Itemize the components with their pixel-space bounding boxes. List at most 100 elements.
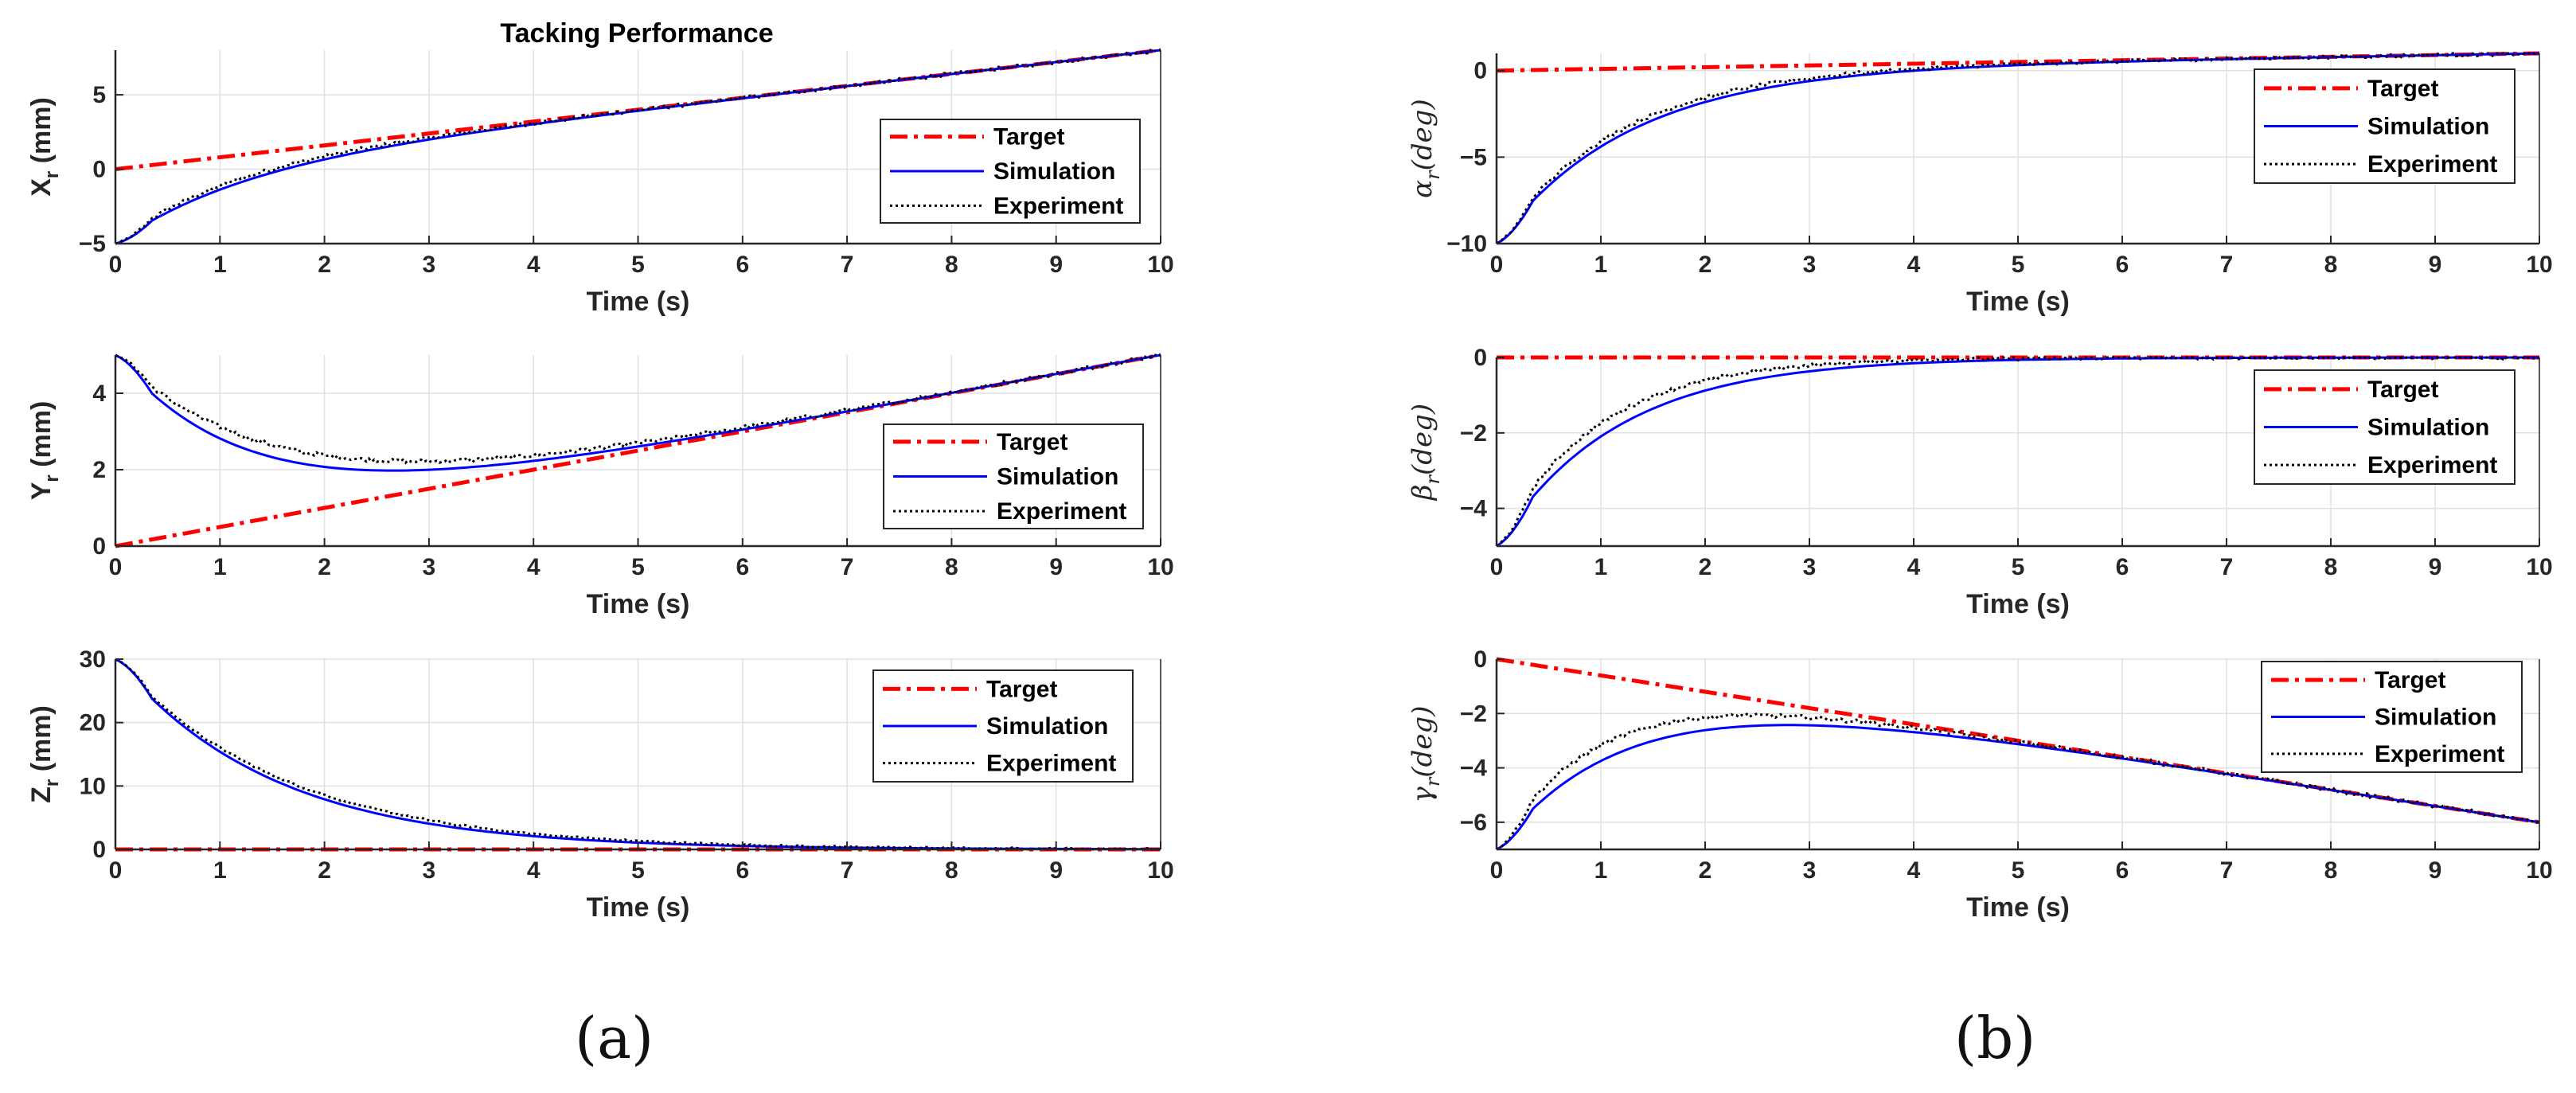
x-tick-label: 4 (527, 554, 541, 580)
x-tick-label: 5 (2012, 554, 2025, 580)
legend-label-simulation: Simulation (2367, 114, 2489, 140)
x-tick-label: 6 (736, 857, 749, 884)
legend: Target Simulation Experiment (2254, 369, 2516, 485)
series-experiment-line (115, 48, 1161, 245)
legend-label-target: Target (2375, 667, 2445, 693)
y-tick-label: 30 (80, 646, 106, 673)
series-simulation-line (1496, 724, 2540, 851)
series-target-line (1496, 657, 2540, 825)
panel-label-b: (b) (1954, 1005, 2036, 1072)
y-axis-label: αr(deg) (1407, 99, 1444, 198)
y-tick-label: −2 (1460, 420, 1487, 447)
x-tick-label: 6 (2116, 554, 2129, 580)
legend-label-experiment: Experiment (2375, 741, 2504, 767)
chart-a-2: 0 1 2 3 4 5 6 7 8 9 10 0 2 4 Time (s) Yr (mm) Target Simu… (26, 353, 1174, 619)
x-tick-label: 7 (841, 252, 854, 278)
series-experiment-line (1496, 52, 2540, 245)
legend-label-experiment: Experiment (986, 751, 1116, 777)
x-tick-label: 9 (2429, 252, 2442, 278)
legend-label-target: Target (997, 429, 1067, 455)
y-tick-label: 0 (1473, 58, 1487, 84)
x-tick-label: 2 (1699, 554, 1712, 580)
y-tick-label: −6 (1460, 810, 1487, 836)
x-tick-label: 8 (2324, 252, 2338, 278)
y-axis-label: γr(deg) (1407, 706, 1444, 803)
x-tick-label: 0 (109, 252, 123, 278)
x-tick-label: 6 (736, 252, 749, 278)
chart-a-3: 0 1 2 3 4 5 6 7 8 9 10 0 10 20 30 Time (s) Zr (mm) Target… (26, 646, 1174, 923)
x-axis-label: Time (s) (587, 589, 690, 619)
x-tick-label: 4 (527, 857, 541, 884)
y-tick-label: 4 (92, 381, 106, 407)
x-tick-label: 4 (1907, 252, 1921, 278)
legend-label-experiment: Experiment (997, 498, 1126, 525)
x-tick-label: 1 (1594, 857, 1608, 884)
x-tick-label: 5 (631, 252, 645, 278)
x-tick-label: 9 (2429, 554, 2442, 580)
x-tick-label: 0 (1490, 252, 1504, 278)
legend: Target Simulation Experiment (880, 119, 1141, 224)
x-tick-label: 6 (2116, 252, 2129, 278)
x-tick-label: 2 (318, 554, 331, 580)
x-tick-label: 10 (1147, 252, 1173, 278)
x-tick-label: 10 (2526, 252, 2552, 278)
legend-label-simulation: Simulation (997, 464, 1118, 490)
x-tick-label: 0 (1490, 554, 1504, 580)
legend-label-simulation: Simulation (2367, 415, 2489, 441)
y-tick-label: 0 (92, 837, 106, 863)
y-tick-label: 0 (92, 533, 106, 560)
x-tick-label: 0 (1490, 857, 1504, 884)
x-tick-label: 2 (1699, 252, 1712, 278)
legend-label-simulation: Simulation (2375, 705, 2496, 731)
x-tick-label: 6 (736, 554, 749, 580)
x-tick-label: 3 (1803, 252, 1817, 278)
x-tick-label: 1 (1594, 554, 1608, 580)
x-tick-label: 0 (109, 857, 123, 884)
x-tick-label: 1 (213, 857, 227, 884)
legend-label-target: Target (2367, 76, 2438, 102)
y-tick-label: −4 (1460, 755, 1488, 782)
legend: Target Simulation Experiment (2261, 661, 2523, 773)
x-tick-label: 2 (318, 857, 331, 884)
x-tick-label: 2 (1699, 857, 1712, 884)
y-tick-label: −10 (1446, 231, 1487, 257)
x-tick-label: 8 (945, 857, 958, 884)
x-axis-label: Time (s) (587, 892, 690, 923)
legend: Target Simulation Experiment (872, 669, 1134, 783)
y-tick-label: −4 (1460, 496, 1488, 522)
x-tick-label: 9 (1049, 554, 1063, 580)
y-tick-label: 0 (92, 157, 106, 183)
x-tick-label: 1 (1594, 252, 1608, 278)
series-target-line (115, 353, 1161, 548)
x-tick-label: 3 (1803, 857, 1817, 884)
x-axis-label: Time (s) (1966, 287, 2070, 317)
chart-b-3: 0 1 2 3 4 5 6 7 8 9 10 −6 −4 −2 0 Time (s) γr(deg) Target… (1407, 646, 2553, 923)
x-tick-label: 5 (631, 857, 645, 884)
x-tick-label: 3 (423, 252, 436, 278)
series-experiment-line (1496, 356, 2540, 548)
y-axis-label: Xr (mm) (26, 97, 63, 197)
legend-label-experiment: Experiment (2367, 151, 2497, 178)
x-tick-label: 9 (1049, 252, 1063, 278)
y-tick-label: 0 (1473, 345, 1487, 371)
legend-label-target: Target (986, 676, 1057, 702)
legend-label-target: Target (993, 124, 1064, 150)
x-tick-label: 10 (2526, 857, 2552, 884)
y-axis-label: βr(deg) (1407, 404, 1444, 502)
x-tick-label: 9 (1049, 857, 1063, 884)
panel-label-a: (a) (575, 1005, 654, 1072)
x-axis-label: Time (s) (1966, 892, 2070, 923)
x-tick-label: 1 (213, 554, 227, 580)
x-tick-label: 10 (2526, 554, 2552, 580)
x-tick-label: 7 (841, 857, 854, 884)
x-axis-label: Time (s) (587, 287, 690, 317)
y-tick-label: 0 (1473, 646, 1487, 673)
x-tick-label: 8 (2324, 554, 2338, 580)
legend-label-target: Target (2367, 377, 2438, 403)
x-tick-label: 6 (2116, 857, 2129, 884)
x-tick-label: 3 (423, 554, 436, 580)
x-tick-label: 4 (1907, 857, 1921, 884)
